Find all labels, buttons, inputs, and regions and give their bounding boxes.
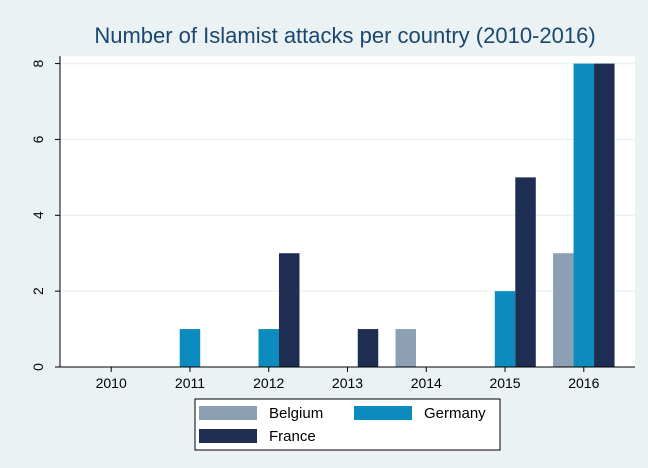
y-tick-label: 2 xyxy=(30,287,46,295)
x-tick-label: 2015 xyxy=(489,375,520,391)
plot-area xyxy=(60,56,635,367)
y-tick-label: 8 xyxy=(30,59,46,67)
bar-germany-2016 xyxy=(573,63,595,368)
x-tick-label: 2012 xyxy=(253,375,284,391)
bar-belgium-2016 xyxy=(553,253,574,367)
x-tick-label: 2010 xyxy=(96,375,127,391)
x-tick-label: 2011 xyxy=(175,375,205,391)
bar-france-2012 xyxy=(278,253,300,367)
y-tick-label: 4 xyxy=(30,211,46,219)
legend-swatch-france xyxy=(199,429,257,443)
legend-label-belgium: Belgium xyxy=(269,405,323,422)
bars xyxy=(179,63,615,368)
legend-label-france: France xyxy=(269,428,316,445)
y-tick-label: 6 xyxy=(30,135,46,143)
bar-germany-2015 xyxy=(494,291,516,367)
legend-swatch-belgium xyxy=(199,406,257,420)
chart-title: Number of Islamist attacks per country (… xyxy=(94,23,595,48)
x-tick-label: 2014 xyxy=(411,375,442,391)
bar-germany-2012 xyxy=(258,329,279,367)
x-axis: 2010 2011 2012 2013 2014 2015 2016 xyxy=(96,367,600,391)
bar-germany-2011 xyxy=(179,329,201,367)
y-axis: 0 2 4 6 8 xyxy=(30,59,60,371)
x-tick-label: 2013 xyxy=(332,375,363,391)
bar-france-2013 xyxy=(357,329,379,367)
legend: Belgium Germany France xyxy=(194,398,501,451)
y-tick-label: 0 xyxy=(30,363,46,371)
bar-belgium-2014 xyxy=(395,329,417,367)
x-tick-label: 2016 xyxy=(568,375,599,391)
bar-france-2015 xyxy=(515,177,536,367)
legend-swatch-germany xyxy=(354,406,412,420)
gridlines xyxy=(60,62,635,292)
legend-label-germany: Germany xyxy=(424,405,486,422)
bar-france-2016 xyxy=(594,63,615,368)
